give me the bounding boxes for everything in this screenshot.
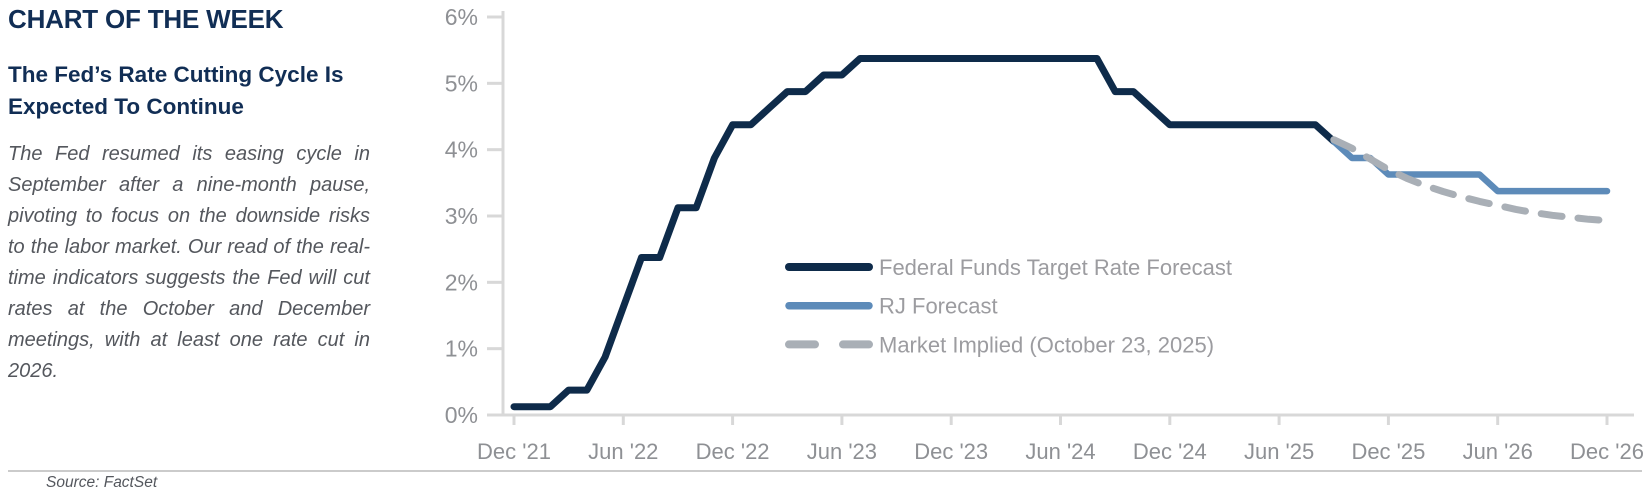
divider: [8, 470, 1642, 472]
x-axis-label: Jun '25: [1244, 439, 1314, 464]
series-line-2: [1330, 136, 1611, 225]
chart-headline: The Fed’s Rate Cutting Cycle Is Expected…: [8, 62, 344, 119]
x-axis-label: Dec '22: [696, 439, 770, 464]
x-axis-label: Dec '24: [1133, 439, 1207, 464]
x-axis-label: Jun '26: [1463, 439, 1533, 464]
y-axis-label: 0%: [445, 402, 478, 428]
series-line-0: [510, 55, 1338, 411]
y-axis-label: 1%: [445, 336, 478, 362]
chart-commentary: The Fed resumed its easing cycle in Sept…: [8, 143, 370, 382]
y-axis-label: 2%: [445, 269, 478, 295]
legend-label-0: Federal Funds Target Rate Forecast: [879, 255, 1232, 280]
y-axis-label: 3%: [445, 203, 478, 229]
x-axis-label: Dec '21: [477, 439, 551, 464]
x-axis-label: Jun '24: [1025, 439, 1095, 464]
y-axis-label: 4%: [445, 137, 478, 163]
y-axis-label: 5%: [445, 70, 478, 96]
series-line-1: [1330, 138, 1611, 195]
x-axis-label: Jun '22: [588, 439, 658, 464]
x-axis-label: Dec '25: [1351, 439, 1425, 464]
x-axis-label: Dec '23: [914, 439, 988, 464]
x-axis-label: Dec '26: [1570, 439, 1644, 464]
source-note: Source: FactSet: [46, 474, 158, 491]
legend-label-1: RJ Forecast: [879, 294, 998, 319]
y-axis-label: 6%: [445, 4, 478, 30]
legend-label-2: Market Implied (October 23, 2025): [879, 332, 1214, 357]
text-panel: CHART OF THE WEEK The Fed’s Rate Cutting…: [8, 4, 370, 387]
x-axis-label: Jun '23: [807, 439, 877, 464]
page-title: CHART OF THE WEEK: [8, 4, 284, 34]
